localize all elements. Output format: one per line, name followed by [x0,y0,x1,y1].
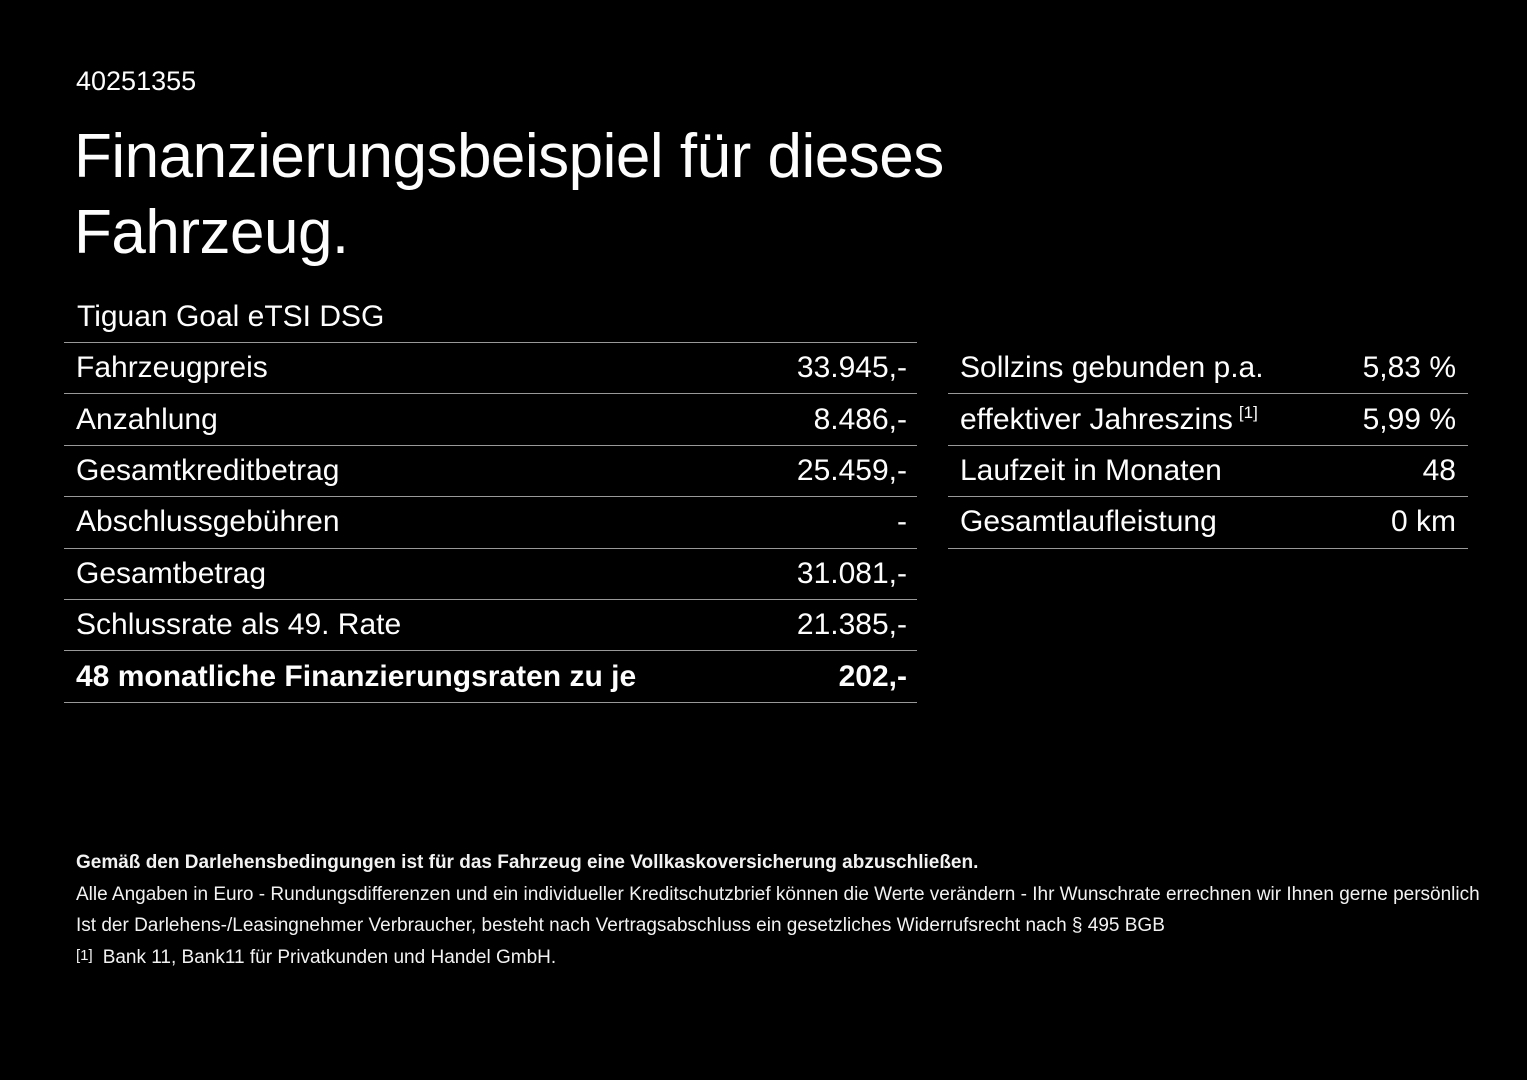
row-label: Gesamtbetrag [76,556,267,590]
table-row-monatsrate: 48 monatliche Finanzierungsraten zu je 2… [64,651,917,703]
table-row-schlussrate: Schlussrate als 49. Rate 21.385,- [64,600,917,652]
page-title-line-2: Fahrzeug. [74,198,349,267]
row-value: 33.945,- [796,351,907,385]
footnote-text: Bank 11, Bank11 für Privatkunden und Han… [102,947,557,968]
bank-footnote: [1] Bank 11, Bank11 für Privatkunden und … [76,947,556,969]
row-label: Gesamtkreditbetrag [76,453,340,487]
row-value: - [897,505,907,539]
table-row-sollzins: Sollzins gebunden p.a. 5,83 % [948,343,1468,395]
table-row-abschlussgebuehren: Abschlussgebühren - [64,497,917,549]
table-row-gesamtkreditbetrag: Gesamtkreditbetrag 25.459,- [64,446,917,498]
row-label: Schlussrate als 49. Rate [76,608,402,642]
financing-table: Fahrzeugpreis 33.945,- Anzahlung 8.486,-… [64,342,917,703]
row-value: 5,83 % [1362,351,1456,385]
disclaimer-line-2: Ist der Darlehens-/Leasingnehmer Verbrau… [76,915,1165,936]
footnote-marker: [1] [76,947,93,964]
row-value: 21.385,- [796,608,907,642]
row-label: 48 monatliche Finanzierungsraten zu je [76,659,637,693]
row-label: Sollzins gebunden p.a. [960,351,1264,385]
table-row-gesamtlaufleistung: Gesamtlaufleistung 0 km [948,497,1468,549]
table-row-gesamtbetrag: Gesamtbetrag 31.081,- [64,549,917,600]
page-title: Finanzierungsbeispiel für dieses Fahrzeu… [74,119,944,271]
disclaimer-line-1: Alle Angaben in Euro - Rundungsdifferenz… [76,884,1480,905]
row-label: effektiver Jahreszins [1] [948,403,1258,437]
row-value: 5,99 % [1362,402,1456,436]
row-value: 0 km [1390,505,1456,539]
insurance-note: Gemäß den Darlehensbedingungen ist für d… [76,852,979,873]
row-label: Fahrzeugpreis [76,351,268,385]
table-row-fahrzeugpreis: Fahrzeugpreis 33.945,- [64,343,917,395]
row-label: Gesamtlaufleistung [960,505,1217,539]
row-value: 202,- [838,659,907,693]
row-value: 8.486,- [813,402,907,436]
row-label: Abschlussgebühren [76,505,340,539]
model-name: Tiguan Goal eTSI DSG [77,300,385,333]
page-title-line-1: Finanzierungsbeispiel für dieses [74,122,944,191]
row-value: 48 [1422,453,1456,487]
row-label-text: effektiver Jahreszins [960,402,1233,436]
conditions-table: Sollzins gebunden p.a. 5,83 % effektiver… [948,343,1468,549]
row-value: 25.459,- [796,453,907,487]
footnote-marker: [1] [1238,402,1258,422]
table-row-anzahlung: Anzahlung 8.486,- [64,394,917,446]
table-row-laufzeit: Laufzeit in Monaten 48 [948,446,1468,498]
table-row-effektiver-jahreszins: effektiver Jahreszins [1] 5,99 % [948,394,1468,446]
row-label: Laufzeit in Monaten [960,453,1222,487]
vehicle-id: 40251355 [76,66,197,96]
row-value: 31.081,- [796,556,907,590]
row-label: Anzahlung [76,402,218,436]
